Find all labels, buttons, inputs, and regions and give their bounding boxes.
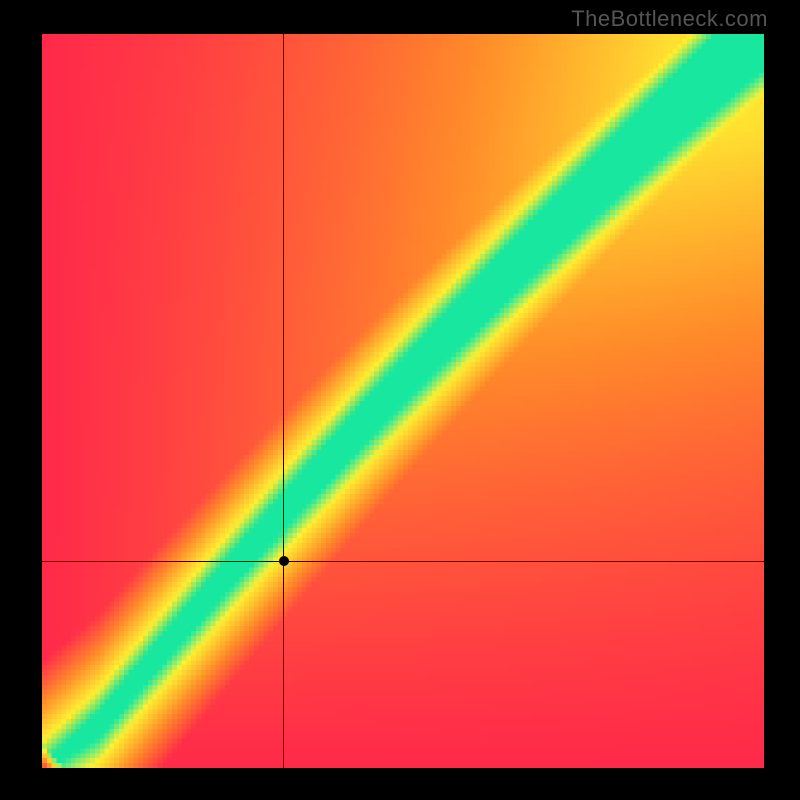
stage: TheBottleneck.com bbox=[0, 0, 800, 800]
heatmap-canvas bbox=[42, 34, 764, 768]
target-marker bbox=[279, 556, 289, 566]
watermark-text: TheBottleneck.com bbox=[571, 6, 768, 32]
crosshair-horizontal bbox=[42, 561, 764, 562]
crosshair-vertical bbox=[283, 34, 284, 768]
plot-area bbox=[42, 34, 764, 768]
